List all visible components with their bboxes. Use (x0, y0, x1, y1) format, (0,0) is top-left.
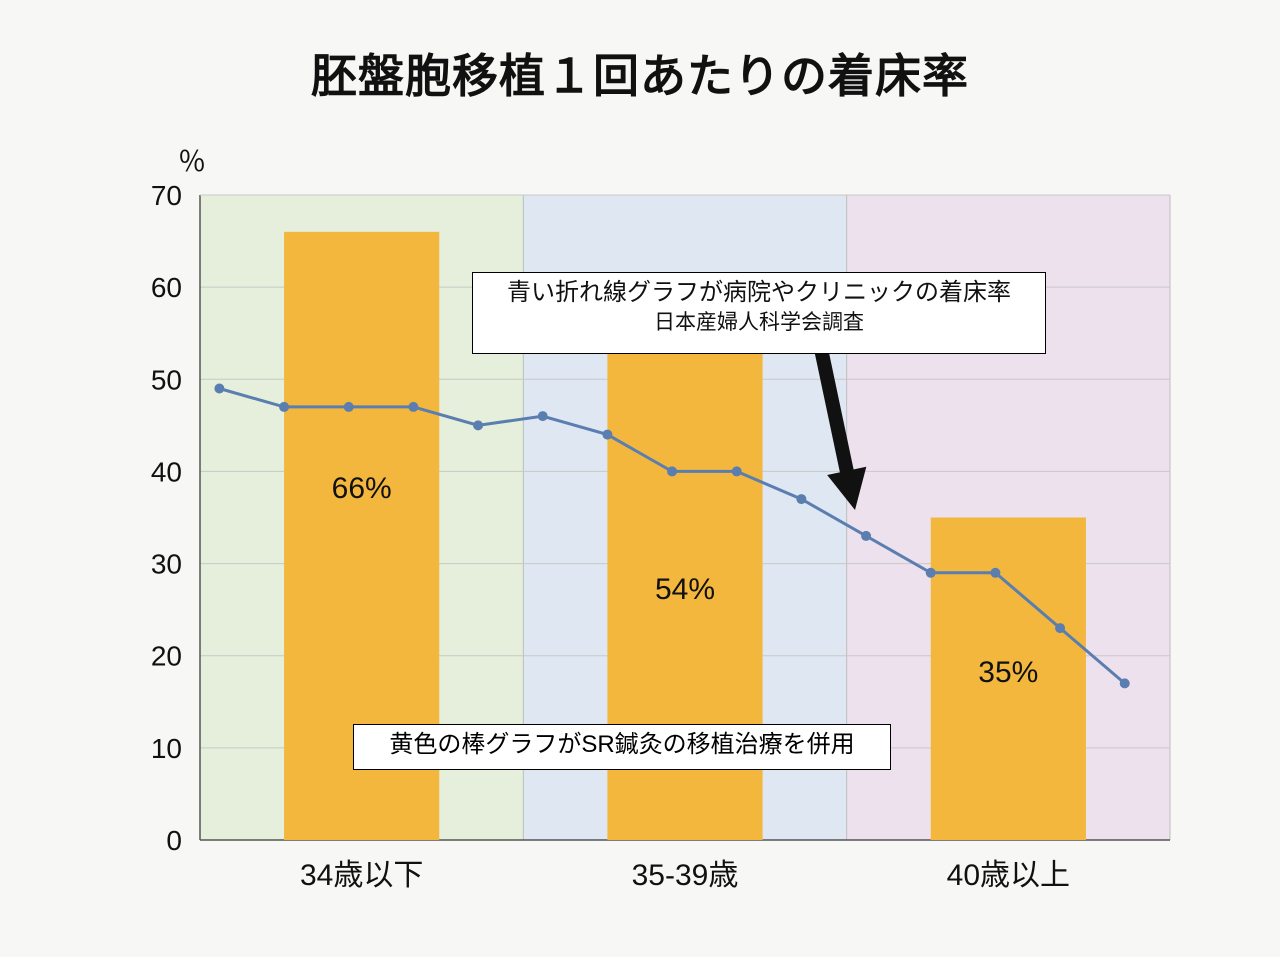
bar-value-label: 66% (332, 472, 392, 506)
svg-text:50: 50 (151, 364, 182, 395)
bar-value-label: 35% (978, 656, 1038, 690)
bar-value-label: 54% (655, 573, 715, 607)
annotation-line1: 青い折れ線グラフが病院やクリニックの着床率 (479, 277, 1039, 309)
annotation-bar-series: 黄色の棒グラフがSR鍼灸の移植治療を併用 (353, 724, 891, 770)
annotation-line2: 日本産婦人科学会調査 (479, 309, 1039, 337)
annotation-line-series: 青い折れ線グラフが病院やクリニックの着床率 日本産婦人科学会調査 (472, 272, 1046, 354)
svg-text:70: 70 (151, 180, 182, 211)
svg-text:35-39歳: 35-39歳 (632, 859, 739, 892)
svg-text:30: 30 (151, 549, 182, 580)
svg-text:10: 10 (151, 733, 182, 764)
svg-text:60: 60 (151, 272, 182, 303)
svg-text:0: 0 (166, 825, 182, 856)
chart-plot: 0 10 20 30 40 50 60 70 34歳以下 35-39歳 40歳以上 (0, 0, 1280, 957)
svg-text:40: 40 (151, 456, 182, 487)
svg-text:40歳以上: 40歳以上 (947, 859, 1070, 892)
svg-text:34歳以下: 34歳以下 (300, 859, 423, 892)
svg-text:20: 20 (151, 641, 182, 672)
